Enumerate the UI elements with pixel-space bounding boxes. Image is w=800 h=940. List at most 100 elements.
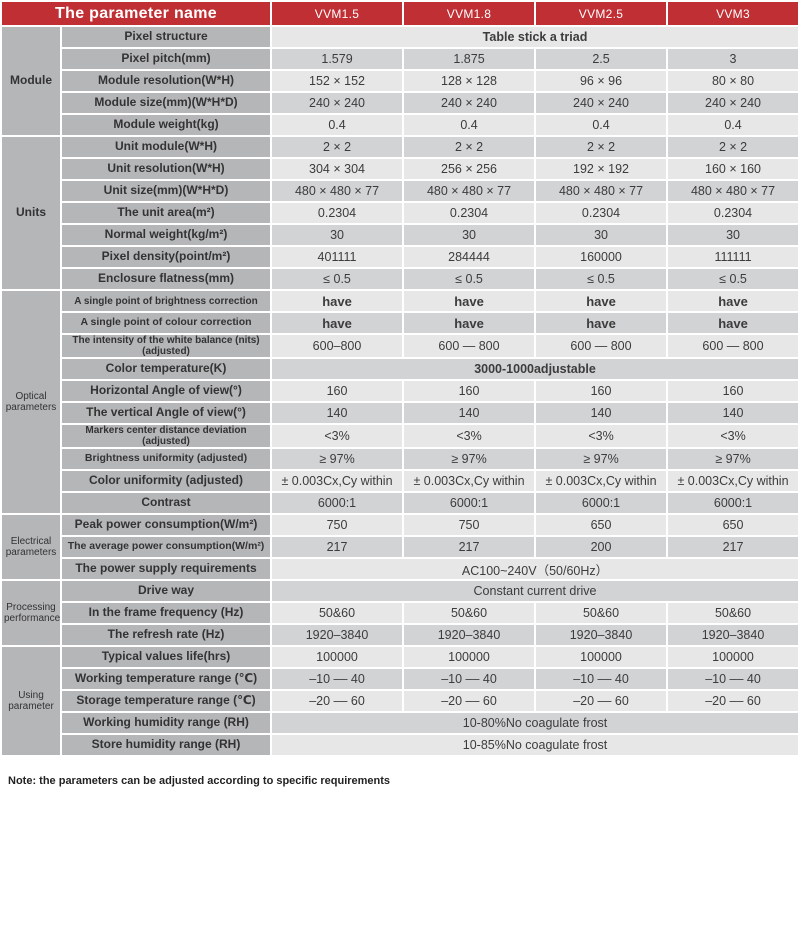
column-header-vvm1-5: VVM1.5 [270, 0, 405, 27]
value-cell: have [666, 311, 800, 335]
column-header-vvm3: VVM3 [666, 0, 800, 27]
value-cell: 140 [402, 401, 537, 425]
param-name-cell: Pixel structure [59, 25, 273, 49]
value-cell: 256 × 256 [402, 157, 537, 181]
value-cell: 240 × 240 [534, 91, 669, 115]
param-name-cell: Color uniformity (adjusted) [59, 469, 273, 493]
value-cell: 0.4 [402, 113, 537, 137]
spanned-value-cell: Table stick a triad [270, 25, 800, 49]
spanned-value-cell: 3000-1000adjustable [270, 357, 800, 381]
value-cell: 152 × 152 [270, 69, 405, 93]
value-cell: 240 × 240 [270, 91, 405, 115]
value-cell: 0.4 [534, 113, 669, 137]
value-cell: 160 × 160 [666, 157, 800, 181]
value-cell: 96 × 96 [534, 69, 669, 93]
value-cell: 100000 [534, 645, 669, 669]
value-cell: –10 –– 40 [270, 667, 405, 691]
value-cell: ± 0.003Cx,Cy within [666, 469, 800, 493]
value-cell: 100000 [402, 645, 537, 669]
spanned-value-cell: 10-80%No coagulate frost [270, 711, 800, 735]
value-cell: 240 × 240 [666, 91, 800, 115]
value-cell: ± 0.003Cx,Cy within [402, 469, 537, 493]
value-cell: 1920–3840 [666, 623, 800, 647]
value-cell: 2 × 2 [534, 135, 669, 159]
value-cell: ≤ 0.5 [534, 267, 669, 291]
table-row: Brightness uniformity (adjusted) ≥ 97% ≥ 9… [1, 447, 800, 471]
value-cell: 2 × 2 [402, 135, 537, 159]
param-name-cell: Module size(mm)(W*H*D) [59, 91, 273, 115]
value-cell: 284444 [402, 245, 537, 269]
value-cell: 6000:1 [534, 491, 669, 515]
param-name-cell: Brightness uniformity (adjusted) [59, 447, 273, 471]
value-cell: 140 [666, 401, 800, 425]
value-cell: 750 [270, 513, 405, 537]
value-cell: 600 — 800 [402, 333, 537, 359]
param-name-cell: Module resolution(W*H) [59, 69, 273, 93]
group-cell-processing-performance: Processing performance [0, 579, 62, 647]
param-name-cell: Pixel density(point/m²) [59, 245, 273, 269]
value-cell: have [270, 311, 405, 335]
value-cell: ≤ 0.5 [402, 267, 537, 291]
value-cell: 0.2304 [666, 201, 800, 225]
table-header-row: The parameter name VVM1.5 VVM1.8 VVM2.5 … [0, 0, 800, 27]
value-cell: 0.2304 [270, 201, 405, 225]
group-cell-using-parameter: Using parameter [0, 645, 62, 757]
value-cell: 192 × 192 [534, 157, 669, 181]
table-row: The vertical Angle of view(°) 140 140 140 14… [1, 401, 800, 425]
value-cell: 750 [402, 513, 537, 537]
value-cell: 30 [402, 223, 537, 247]
value-cell: 0.4 [666, 113, 800, 137]
table-row: Processing performance Drive way Constant … [0, 579, 800, 647]
value-cell: 160 [666, 379, 800, 403]
value-cell: –10 –– 40 [534, 667, 669, 691]
param-name-cell: The unit area(m²) [59, 201, 273, 225]
value-cell: <3% [270, 423, 405, 449]
table-row: Module Pixel structure Table stick a triad [0, 25, 800, 137]
value-cell: 304 × 304 [270, 157, 405, 181]
param-name-cell: Store humidity range (RH) [59, 733, 273, 757]
value-cell: 1.875 [402, 47, 537, 71]
group-cell-optical-parameters: Optical parameters [0, 289, 62, 515]
value-cell: 3 [666, 47, 800, 71]
value-cell: 480 × 480 × 77 [534, 179, 669, 203]
value-cell: have [534, 311, 669, 335]
param-name-cell: The average power consumption(W/m²) [59, 535, 273, 559]
value-cell: 140 [270, 401, 405, 425]
value-cell: have [402, 289, 537, 313]
value-cell: –10 –– 40 [402, 667, 537, 691]
column-header-vvm1-8: VVM1.8 [402, 0, 537, 27]
param-name-cell: The refresh rate (Hz) [59, 623, 273, 647]
value-cell: 200 [534, 535, 669, 559]
param-name-cell: Storage temperature range (℃) [59, 689, 273, 713]
table-row: The unit area(m²) 0.2304 0.2304 0.2304 0.230… [1, 201, 800, 225]
spanned-value-cell: 10-85%No coagulate frost [270, 733, 800, 757]
value-cell: 1920–3840 [534, 623, 669, 647]
value-cell: –10 –– 40 [666, 667, 800, 691]
value-cell: 600–800 [270, 333, 405, 359]
param-name-cell: A single point of brightness correction [59, 289, 273, 313]
value-cell: 0.2304 [402, 201, 537, 225]
value-cell: have [402, 311, 537, 335]
value-cell: 480 × 480 × 77 [270, 179, 405, 203]
value-cell: 650 [666, 513, 800, 537]
value-cell: 600 — 800 [666, 333, 800, 359]
value-cell: 6000:1 [270, 491, 405, 515]
value-cell: 217 [666, 535, 800, 559]
table-row: A single point of colour correction have h… [1, 311, 800, 335]
param-name-cell: The intensity of the white balance (nits… [59, 333, 273, 359]
value-cell: 217 [270, 535, 405, 559]
table-row: Unit size(mm)(W*H*D) 480 × 480 × 77 480 × … [1, 179, 800, 203]
param-name-cell: Markers center distance deviation (adjus… [59, 423, 273, 449]
table-row: Enclosure flatness(mm) ≤ 0.5 ≤ 0.5 ≤ 0.5 ≤ 0… [1, 267, 800, 291]
value-cell: ≥ 97% [402, 447, 537, 471]
value-cell: 100000 [666, 645, 800, 669]
value-cell: ≤ 0.5 [666, 267, 800, 291]
group-cell-module: Module [0, 25, 62, 137]
value-cell: 128 × 128 [402, 69, 537, 93]
table-row: Store humidity range (RH) 10-85%No coagul… [1, 733, 800, 757]
param-name-cell: Unit resolution(W*H) [59, 157, 273, 181]
value-cell: 2.5 [534, 47, 669, 71]
param-name-cell: Unit module(W*H) [59, 135, 273, 159]
table-row: Markers center distance deviation (adjus… [1, 423, 800, 449]
value-cell: 160 [402, 379, 537, 403]
